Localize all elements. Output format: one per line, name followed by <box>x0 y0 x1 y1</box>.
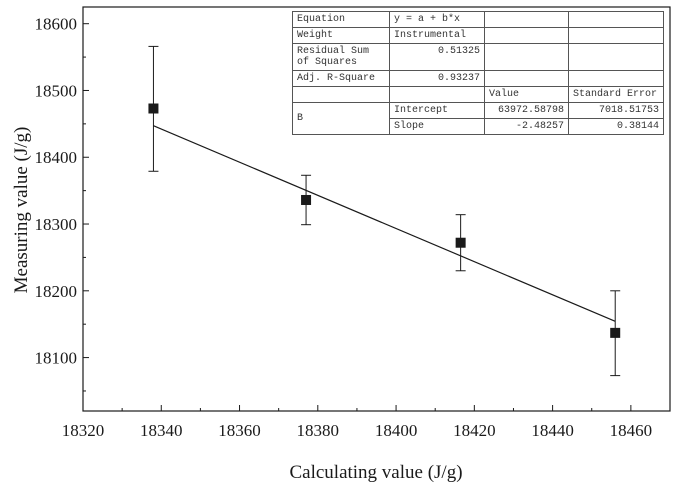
weight-label: Weight <box>292 27 390 44</box>
x-axis-ticks: 18320 18340 18360 18380 18400 18420 18440 18460 <box>62 405 652 440</box>
intercept-value: 63972.58798 <box>484 102 569 119</box>
x-tick-label: 18360 <box>218 421 261 440</box>
data-point <box>301 194 312 205</box>
x-tick-label: 18460 <box>610 421 653 440</box>
rss-label: Residual Sum of Squares <box>292 43 390 71</box>
y-tick-label: 18200 <box>35 282 78 301</box>
data-point <box>148 103 159 114</box>
x-axis-title: Calculating value (J/g) <box>289 462 462 483</box>
y-tick-label: 18400 <box>35 148 78 167</box>
equation-value: y = a + b*x <box>389 11 485 28</box>
param-group-label: B <box>292 102 390 135</box>
stderr-header: Standard Error <box>568 86 664 103</box>
rss-value: 0.51325 <box>389 43 485 71</box>
slope-error: 0.38144 <box>568 118 664 135</box>
x-tick-label: 18340 <box>140 421 183 440</box>
y-tick-label: 18500 <box>35 81 78 100</box>
y-tick-label: 18100 <box>35 349 78 368</box>
y-axis-title: Measuring value (J/g) <box>11 127 32 294</box>
intercept-error: 7018.51753 <box>568 102 664 119</box>
adj-r2-value: 0.93237 <box>389 70 485 87</box>
x-tick-label: 18380 <box>297 421 340 440</box>
slope-value: -2.48257 <box>484 118 569 135</box>
equation-label: Equation <box>292 11 390 28</box>
data-point <box>455 237 466 248</box>
x-tick-label: 18420 <box>453 421 496 440</box>
adj-r2-label: Adj. R-Square <box>292 70 390 87</box>
value-header: Value <box>484 86 569 103</box>
slope-label: Slope <box>389 118 485 135</box>
x-tick-label: 18320 <box>62 421 105 440</box>
fit-line <box>153 125 616 322</box>
y-tick-label: 18600 <box>35 15 78 34</box>
y-axis-ticks: 18100 18200 18300 18400 18500 18600 <box>35 15 89 392</box>
intercept-label: Intercept <box>389 102 485 119</box>
plot-frame <box>82 6 671 412</box>
x-tick-label: 18400 <box>375 421 418 440</box>
data-point <box>610 327 621 338</box>
fit-results-table: Equation y = a + b*x Weight Instrumental… <box>292 11 664 135</box>
weight-value: Instrumental <box>389 27 485 44</box>
x-tick-label: 18440 <box>531 421 574 440</box>
y-tick-label: 18300 <box>35 215 78 234</box>
fit-line-layer <box>153 125 616 322</box>
data-points <box>148 103 621 338</box>
